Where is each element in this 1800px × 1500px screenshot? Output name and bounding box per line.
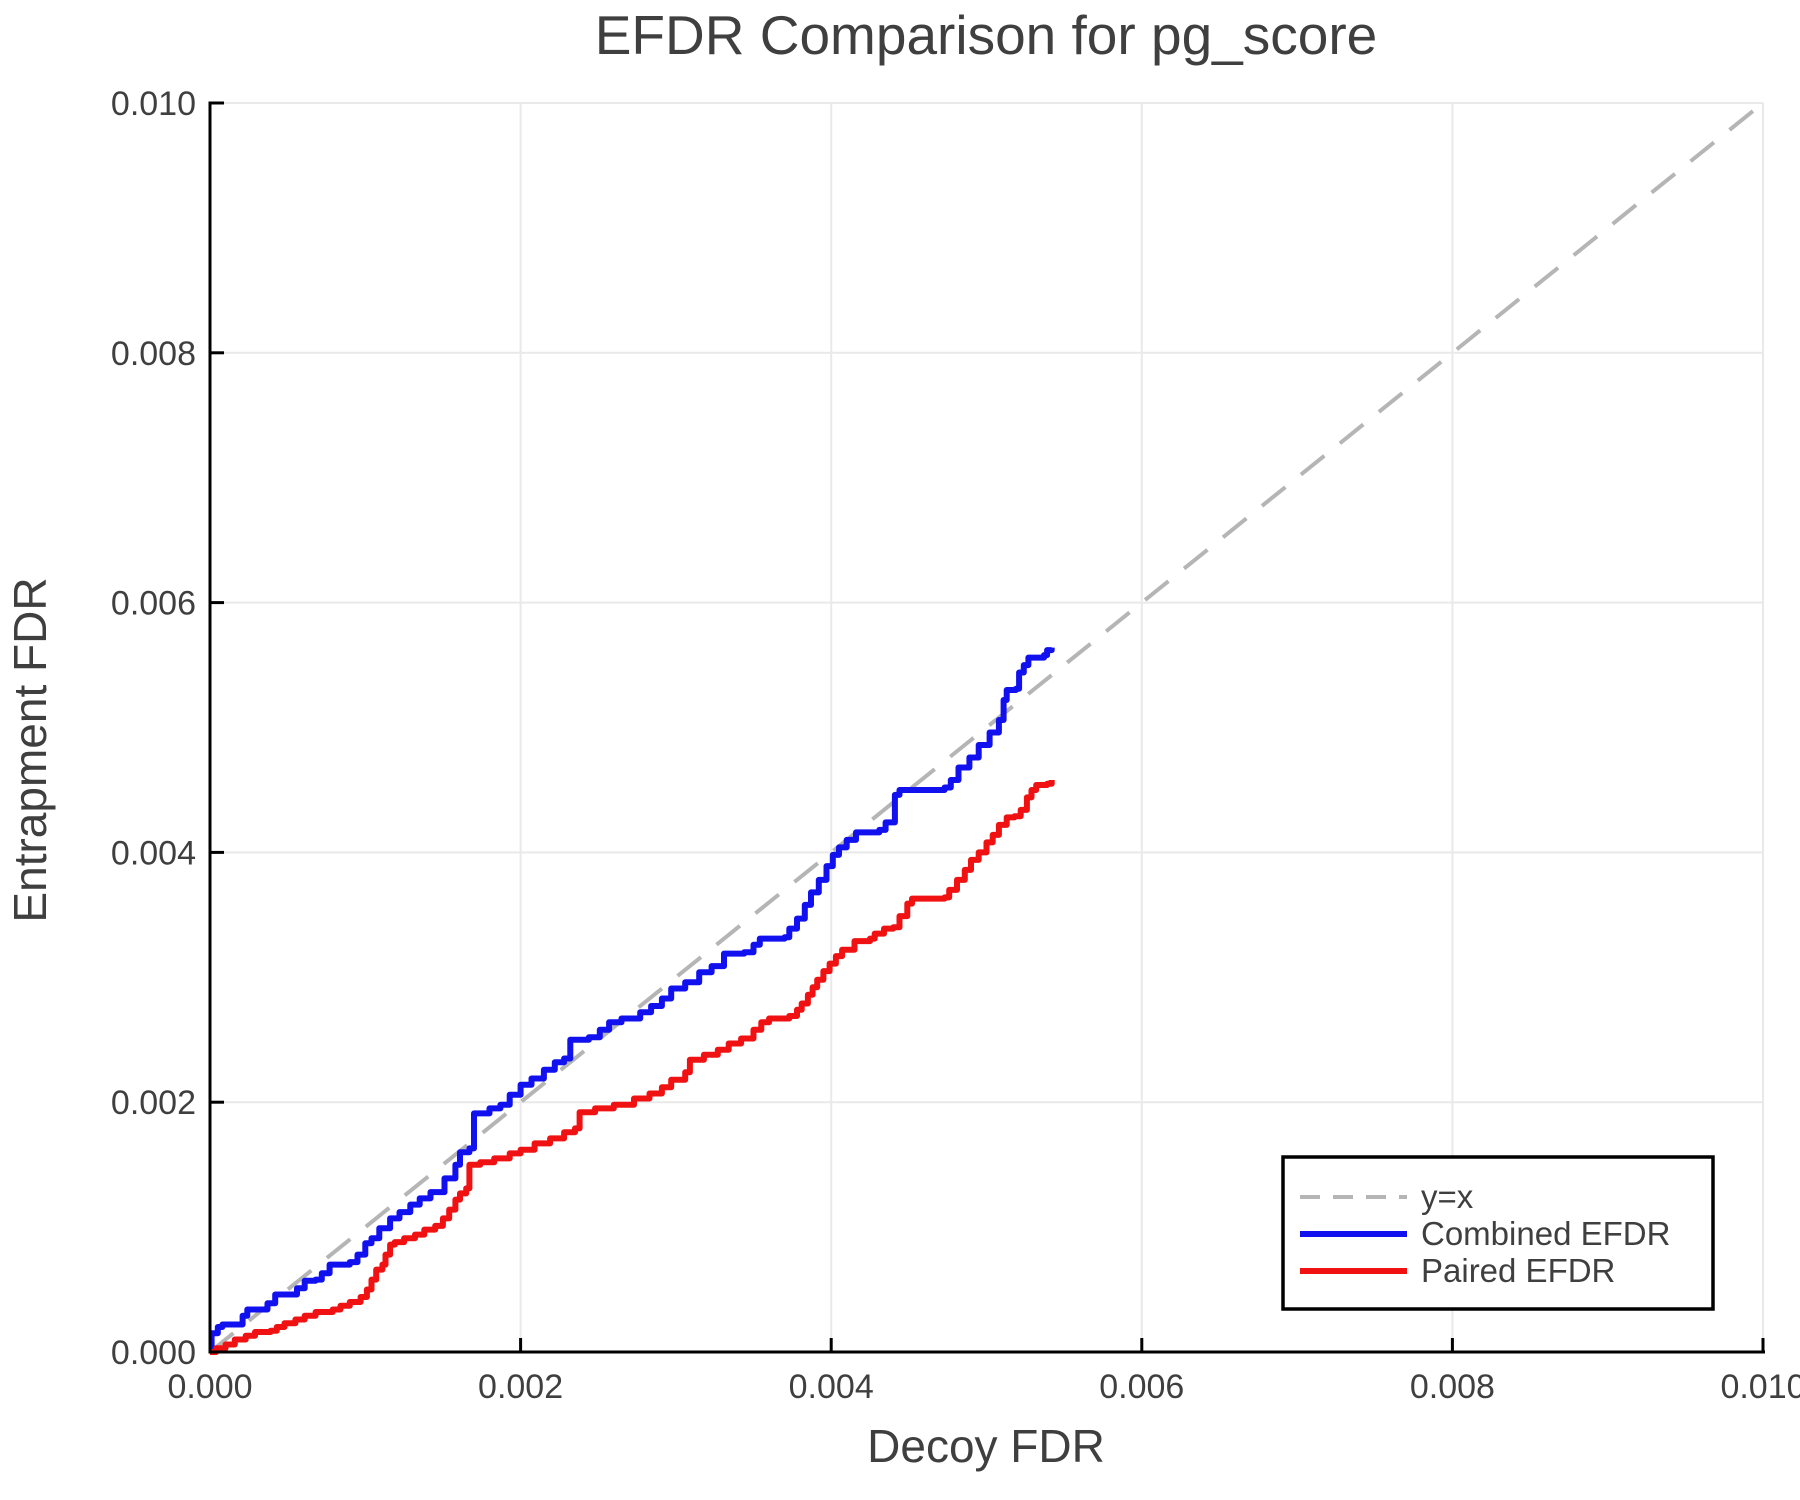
axis-ticks: 0.000 0.002 0.004 0.006 0.008 0.010 0.000 0.002…	[111, 85, 1800, 1406]
x-tick-label: 0.004	[789, 1368, 874, 1406]
legend-label-paired-efdr: Paired EFDR	[1421, 1252, 1615, 1289]
x-tick-label: 0.006	[1099, 1368, 1184, 1406]
series-line-paired-efdr	[210, 780, 1055, 1355]
y-tick-label: 0.010	[111, 85, 196, 123]
legend-label-y-x: y=x	[1421, 1178, 1474, 1215]
y-tick-label: 0.008	[111, 335, 196, 373]
x-tick-label: 0.010	[1720, 1368, 1800, 1406]
y-tick-label: 0.006	[111, 585, 196, 623]
x-tick-label: 0.000	[167, 1368, 252, 1406]
y-axis-label: Entrapment FDR	[4, 577, 56, 922]
x-tick-label: 0.008	[1410, 1368, 1495, 1406]
y-tick-label: 0.002	[111, 1084, 196, 1122]
series-line-y-x	[208, 101, 1765, 1354]
gridlines	[210, 102, 1764, 1352]
x-axis-label: Decoy FDR	[867, 1420, 1105, 1472]
y-tick-label: 0.004	[111, 834, 196, 872]
chart-title: EFDR Comparison for pg_score	[595, 4, 1378, 66]
y-tick-label: 0.000	[111, 1334, 196, 1372]
x-tick-label: 0.002	[478, 1368, 563, 1406]
legend-label-combined-efdr: Combined EFDR	[1421, 1215, 1670, 1252]
series-line-combined-efdr	[208, 647, 1055, 1355]
series-lines	[208, 101, 1765, 1355]
